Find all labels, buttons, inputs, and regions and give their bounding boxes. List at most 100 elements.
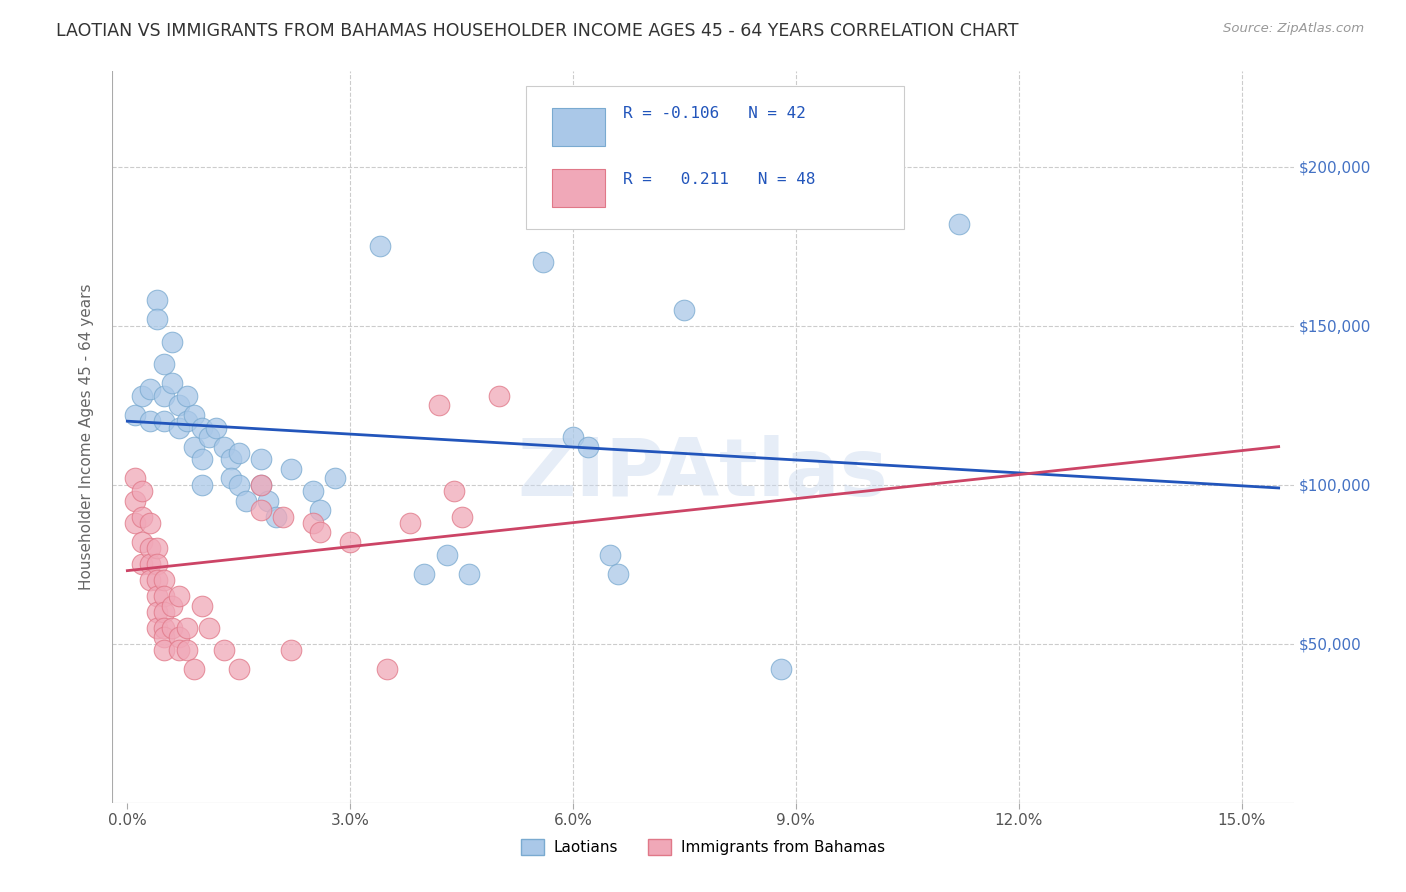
Point [309, 503, 332, 517]
Point [138, 383, 160, 397]
Point [443, 484, 465, 499]
Point [169, 589, 191, 603]
Point [190, 599, 212, 613]
Point [280, 462, 302, 476]
Point [264, 509, 287, 524]
Point [576, 440, 599, 454]
Point [146, 558, 169, 572]
Text: ZIPAtlas: ZIPAtlas [517, 434, 889, 513]
Point [250, 503, 273, 517]
Point [160, 376, 183, 390]
Point [131, 484, 153, 499]
FancyBboxPatch shape [526, 86, 904, 228]
Point [280, 643, 302, 657]
Point [190, 477, 212, 491]
Point [436, 548, 458, 562]
Point [153, 605, 176, 619]
Point [339, 535, 361, 549]
Point [153, 643, 176, 657]
Legend: Laotians, Immigrants from Bahamas: Laotians, Immigrants from Bahamas [515, 833, 891, 861]
Point [375, 662, 398, 676]
Point [769, 662, 792, 676]
Point [176, 389, 198, 403]
Point [250, 452, 273, 467]
Point [413, 566, 436, 581]
Point [212, 643, 235, 657]
Point [169, 420, 191, 434]
Point [368, 239, 391, 253]
Point [458, 566, 481, 581]
Point [257, 493, 280, 508]
Point [673, 302, 696, 317]
Text: R = -0.106   N = 42: R = -0.106 N = 42 [623, 106, 806, 121]
Point [235, 493, 257, 508]
Point [138, 558, 160, 572]
Point [183, 662, 205, 676]
Point [273, 509, 295, 524]
Point [221, 471, 243, 485]
Point [124, 408, 146, 422]
Point [398, 516, 420, 530]
Point [124, 471, 146, 485]
FancyBboxPatch shape [551, 108, 605, 146]
Point [562, 430, 585, 444]
Point [228, 477, 250, 491]
Point [146, 312, 169, 326]
Point [221, 452, 243, 467]
Point [146, 293, 169, 308]
Point [153, 589, 176, 603]
Point [146, 573, 169, 587]
Point [131, 558, 153, 572]
Point [131, 389, 153, 403]
Point [190, 420, 212, 434]
Point [160, 599, 183, 613]
Point [228, 446, 250, 460]
Point [176, 414, 198, 428]
Point [450, 509, 472, 524]
Point [138, 516, 160, 530]
Point [124, 493, 146, 508]
Point [169, 643, 191, 657]
Point [176, 621, 198, 635]
Point [153, 414, 176, 428]
Point [323, 471, 346, 485]
Point [138, 541, 160, 556]
Point [212, 440, 235, 454]
Point [309, 525, 332, 540]
Y-axis label: Householder Income Ages 45 - 64 years: Householder Income Ages 45 - 64 years [79, 284, 94, 591]
Point [153, 389, 176, 403]
Point [169, 631, 191, 645]
Point [153, 573, 176, 587]
Point [250, 477, 273, 491]
Point [124, 516, 146, 530]
Point [176, 643, 198, 657]
Point [131, 509, 153, 524]
Point [153, 357, 176, 371]
Point [488, 389, 510, 403]
Point [146, 541, 169, 556]
Text: R =   0.211   N = 48: R = 0.211 N = 48 [623, 172, 815, 187]
Point [146, 589, 169, 603]
Point [153, 621, 176, 635]
Point [250, 477, 273, 491]
Point [190, 452, 212, 467]
Point [146, 621, 169, 635]
Text: LAOTIAN VS IMMIGRANTS FROM BAHAMAS HOUSEHOLDER INCOME AGES 45 - 64 YEARS CORRELA: LAOTIAN VS IMMIGRANTS FROM BAHAMAS HOUSE… [56, 22, 1019, 40]
Point [160, 621, 183, 635]
Point [302, 516, 325, 530]
Point [302, 484, 325, 499]
Point [183, 408, 205, 422]
Point [198, 621, 221, 635]
Point [228, 662, 250, 676]
Point [153, 631, 176, 645]
Point [427, 398, 450, 412]
Point [183, 440, 205, 454]
Point [138, 573, 160, 587]
Point [531, 255, 554, 269]
Text: Source: ZipAtlas.com: Source: ZipAtlas.com [1223, 22, 1364, 36]
FancyBboxPatch shape [551, 169, 605, 207]
Point [599, 548, 621, 562]
Point [948, 217, 970, 231]
Point [198, 430, 221, 444]
Point [138, 414, 160, 428]
